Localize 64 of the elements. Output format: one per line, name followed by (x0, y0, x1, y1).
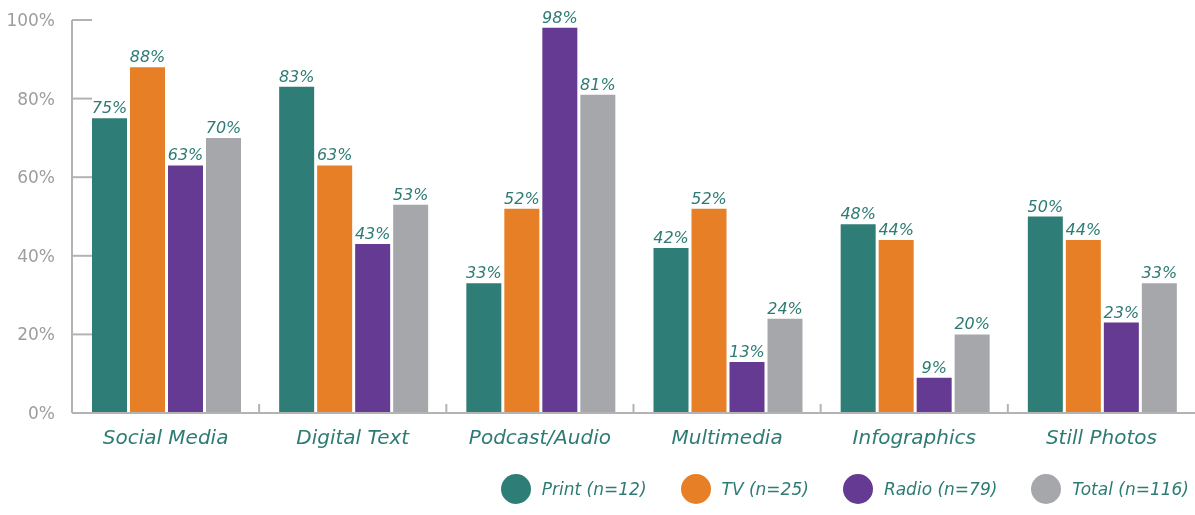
data-label: 33% (466, 263, 502, 283)
data-label: 75% (91, 98, 128, 118)
legend-label: TV (n=25) (721, 479, 809, 499)
bar (279, 86, 315, 413)
bar (729, 361, 765, 413)
bar (767, 318, 803, 413)
data-label: 88% (129, 47, 166, 67)
bar (580, 94, 616, 413)
bar (1065, 240, 1101, 413)
bar (916, 377, 952, 413)
data-label: 63% (167, 145, 204, 165)
x-tick-label: Multimedia (671, 425, 783, 449)
legend-label: Total (n=116) (1072, 479, 1189, 499)
data-label: 48% (840, 204, 876, 224)
bar (954, 334, 990, 413)
bar (466, 283, 502, 413)
bar (542, 27, 578, 413)
bar (691, 208, 727, 413)
legend-label: Radio (n=79) (883, 479, 998, 499)
x-tick-label: Social Media (102, 425, 229, 449)
data-label: 42% (653, 227, 689, 247)
data-label: 83% (278, 66, 315, 86)
y-tick-label: 20% (17, 324, 55, 345)
y-tick-label: 40% (17, 245, 55, 266)
data-label: 23% (1103, 302, 1140, 322)
bar (206, 137, 241, 413)
data-label: 20% (954, 314, 990, 334)
bar (1027, 216, 1063, 413)
bar (878, 240, 914, 413)
bar (168, 165, 203, 413)
data-label: 52% (691, 188, 727, 208)
bar (92, 118, 127, 413)
bar (317, 165, 353, 413)
bar (1103, 322, 1139, 413)
x-tick-label: Digital Text (296, 425, 411, 449)
data-label: 43% (354, 224, 391, 244)
y-tick-label: 60% (17, 167, 55, 188)
bar (130, 67, 165, 413)
y-tick-label: 80% (17, 88, 55, 109)
data-label: 52% (504, 188, 540, 208)
data-label: 50% (1027, 196, 1064, 216)
data-label: 98% (542, 7, 578, 27)
bar (1141, 283, 1177, 413)
data-label: 53% (392, 184, 429, 204)
data-label: 44% (878, 220, 914, 240)
bar (504, 208, 540, 413)
y-tick-label: 100% (6, 9, 55, 30)
bar (393, 204, 429, 413)
legend-label: Print (n=12) (541, 479, 647, 499)
data-label: 33% (1141, 263, 1178, 283)
data-label: 44% (1065, 220, 1102, 240)
data-label: 63% (316, 145, 353, 165)
x-tick-label: Infographics (852, 425, 976, 449)
x-tick-label: Still Photos (1045, 425, 1157, 449)
bar (840, 224, 876, 413)
data-label: 24% (767, 298, 803, 318)
data-label: 81% (580, 74, 616, 94)
data-label: 9% (921, 357, 947, 377)
y-tick-label: 0% (28, 402, 55, 423)
bar (653, 247, 689, 413)
data-label: 70% (205, 117, 242, 137)
data-label: 13% (729, 341, 765, 361)
x-tick-label: Podcast/Audio (468, 425, 611, 449)
bar (355, 244, 391, 413)
